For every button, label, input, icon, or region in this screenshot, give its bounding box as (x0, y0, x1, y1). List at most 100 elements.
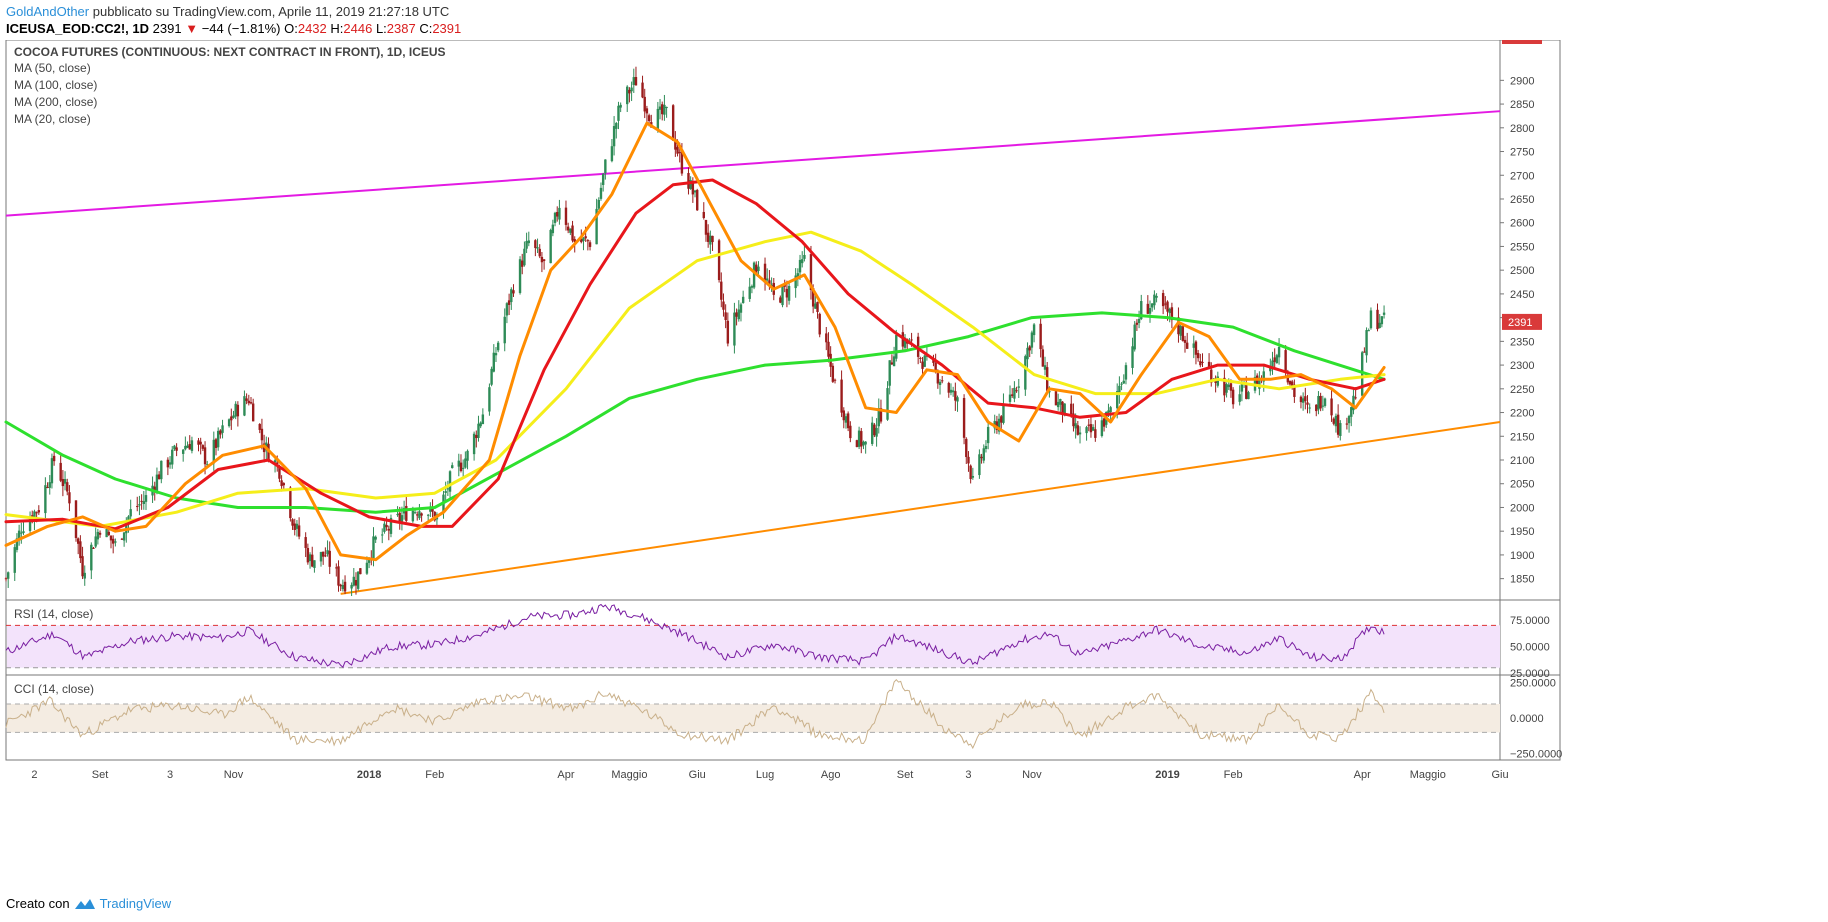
candle-body (1336, 414, 1340, 435)
candle-body (481, 414, 485, 425)
rsi-tick-label: 25.0000 (1510, 668, 1550, 680)
candle-body (1339, 423, 1342, 436)
candle-body (1002, 403, 1005, 423)
candle-body (617, 105, 620, 121)
candle-body (105, 529, 108, 538)
candle-body (416, 514, 419, 516)
candle-body (1076, 425, 1080, 435)
time-tick-label: Giu (689, 769, 706, 781)
candle-body (886, 388, 889, 420)
candle-body (44, 485, 47, 514)
candle-body (280, 480, 283, 487)
candle-body (490, 368, 493, 385)
tradingview-link[interactable]: TradingView (99, 896, 172, 911)
candle-body (903, 337, 907, 348)
cci-tick-label: −250.0000 (1510, 749, 1562, 761)
author-link[interactable]: GoldAndOther (6, 4, 90, 19)
candle-body (827, 341, 830, 357)
candle-body (1227, 384, 1230, 388)
price-change: −44 (−1.81%) (201, 21, 281, 36)
candle-body (938, 381, 942, 386)
candle-body (921, 361, 924, 369)
time-tick-label: Ago (821, 769, 841, 781)
candle-body (982, 448, 985, 461)
candle-body (475, 434, 478, 439)
candle-body (451, 465, 454, 469)
candle-body (1063, 403, 1066, 416)
candle-body (1354, 397, 1357, 399)
price-tick-label: 1950 (1510, 526, 1534, 538)
candle-body (632, 77, 635, 85)
candle-body (79, 541, 82, 559)
candle-body (510, 289, 513, 303)
candle-body (111, 538, 115, 544)
rsi-tick-label: 50.0000 (1510, 642, 1550, 654)
candle-body (1367, 330, 1370, 332)
candle-body (418, 511, 421, 519)
candle-body (781, 285, 784, 306)
candle-body (464, 458, 467, 468)
candle-body (844, 416, 848, 423)
candle-body (90, 544, 93, 571)
price-tick-label: 2800 (1510, 123, 1534, 135)
candle-body (1116, 391, 1119, 409)
candle-body (1078, 432, 1082, 435)
candle-body (1151, 303, 1154, 308)
price-tick-label: 2500 (1510, 265, 1534, 277)
candle-body (1146, 303, 1150, 314)
candle-body (862, 441, 865, 446)
candle-body (582, 237, 585, 241)
candle-body (319, 552, 323, 562)
candle-body (381, 534, 384, 536)
candle-body (693, 190, 697, 193)
candle-body (276, 462, 279, 465)
candle-body (245, 398, 248, 401)
candle-body (720, 281, 723, 300)
candle-body (755, 264, 758, 274)
price-tick-label: 2050 (1510, 479, 1534, 491)
price-tick-label: 2150 (1510, 431, 1534, 443)
time-tick-label: Apr (557, 769, 574, 781)
price-tick-label: 2700 (1510, 170, 1534, 182)
price-chart[interactable]: 1850 1900 1950 2000 2050 2100 2150 2200 2250 2300… (0, 40, 1828, 885)
candle-body (665, 106, 668, 109)
candle-body (1024, 356, 1027, 390)
candle-body (523, 248, 526, 266)
candle-body (4, 578, 8, 580)
price-tick-label: 2550 (1510, 241, 1534, 253)
candle-body (107, 531, 111, 535)
price-tick-label: 1900 (1510, 550, 1534, 562)
candle-body (542, 259, 546, 261)
candle-body (1032, 324, 1036, 336)
candle-body (932, 359, 935, 363)
candle-body (313, 560, 316, 568)
candle-body (656, 108, 660, 131)
candle-body (833, 379, 837, 381)
candle-body (925, 355, 929, 357)
candle-body (521, 260, 524, 267)
candle-body (1315, 404, 1318, 412)
candle-body (877, 408, 880, 427)
candle-body (687, 172, 690, 189)
candle-body (186, 445, 189, 448)
candle-body (321, 551, 325, 557)
candle-body (1290, 381, 1294, 387)
candle-body (20, 532, 23, 534)
candle-body (601, 173, 605, 185)
candle-body (1135, 322, 1139, 325)
candle-body (971, 476, 975, 478)
candle-body (811, 287, 815, 307)
time-tick-label: Nov (1022, 769, 1042, 781)
price-tick-label: 2350 (1510, 336, 1534, 348)
candle-body (337, 566, 340, 586)
candle-body (157, 474, 161, 480)
candle-body (630, 87, 633, 92)
candle-body (1306, 402, 1309, 405)
lower-trendline (340, 421, 1501, 595)
candle-body (540, 256, 544, 263)
candle-body (114, 541, 117, 543)
candle-body (553, 212, 557, 223)
candle-body (153, 486, 156, 491)
candle-body (306, 548, 310, 563)
trendlines (5, 110, 1501, 595)
